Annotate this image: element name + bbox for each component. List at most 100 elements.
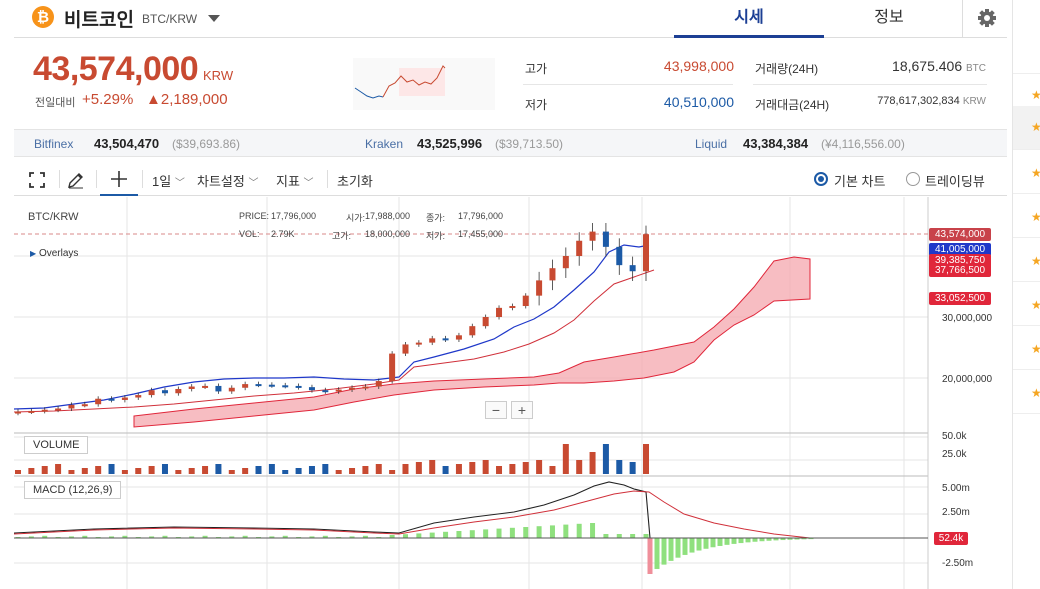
settings-button[interactable] bbox=[962, 0, 1007, 38]
list-item[interactable]: ★ bbox=[1013, 106, 1040, 150]
zoom-in-button[interactable]: + bbox=[511, 401, 533, 419]
candle bbox=[41, 409, 48, 412]
candle bbox=[282, 385, 289, 388]
tab-market[interactable]: 시세 bbox=[674, 0, 824, 38]
star-icon[interactable]: ★ bbox=[1031, 298, 1040, 312]
volume-bar bbox=[108, 464, 115, 474]
star-icon[interactable]: ★ bbox=[1031, 120, 1040, 134]
macd-bar bbox=[675, 538, 681, 558]
candle bbox=[415, 342, 422, 345]
macd-bar bbox=[282, 535, 288, 538]
list-item[interactable]: ★ bbox=[1013, 150, 1040, 194]
volume-bar bbox=[389, 470, 396, 474]
candle bbox=[108, 398, 115, 401]
volume-bar bbox=[268, 464, 275, 474]
price-tag-ma: 41,005,000 bbox=[929, 243, 991, 256]
macd-bar bbox=[456, 531, 462, 538]
macd-bar bbox=[122, 535, 128, 538]
divider bbox=[59, 170, 60, 188]
macd-bar bbox=[773, 538, 779, 541]
candle bbox=[81, 404, 88, 407]
volume-bar bbox=[308, 466, 315, 474]
exchange-prices: Bitfinex 43,504,470 ($39,693.86) Kraken … bbox=[14, 129, 1007, 157]
info-close-label: 종가: bbox=[426, 213, 446, 223]
interval-select[interactable]: 1일 ﹀ bbox=[152, 171, 185, 190]
list-item[interactable]: ★ bbox=[1013, 326, 1040, 370]
candle bbox=[509, 306, 516, 309]
tradingview-radio[interactable] bbox=[906, 172, 920, 186]
candle bbox=[242, 384, 249, 388]
macd-bar bbox=[549, 525, 555, 538]
candle bbox=[322, 390, 329, 393]
tradingview-label[interactable]: 트레이딩뷰 bbox=[925, 174, 985, 189]
star-icon[interactable]: ★ bbox=[1031, 210, 1040, 224]
volume-bar bbox=[429, 460, 436, 474]
macd-bar bbox=[483, 529, 489, 538]
macd-bar bbox=[563, 524, 569, 538]
change-percent: +5.29% bbox=[82, 91, 134, 108]
volume-bar bbox=[295, 468, 302, 474]
pencil-icon[interactable] bbox=[66, 170, 86, 190]
high-value: 43,998,000 bbox=[663, 58, 734, 74]
star-icon[interactable]: ★ bbox=[1031, 386, 1040, 400]
zoom-out-button[interactable]: − bbox=[485, 401, 507, 419]
divider bbox=[327, 170, 328, 188]
candle bbox=[28, 410, 35, 413]
divider bbox=[753, 84, 987, 85]
candle bbox=[469, 326, 476, 336]
star-icon[interactable]: ★ bbox=[1031, 254, 1040, 268]
chevron-down-icon[interactable] bbox=[208, 15, 220, 22]
macd-bar bbox=[523, 527, 529, 538]
basic-chart-radio[interactable] bbox=[814, 172, 828, 186]
star-icon[interactable]: ★ bbox=[1031, 88, 1040, 102]
list-item[interactable]: ★ bbox=[1013, 194, 1040, 238]
price-unit: KRW bbox=[203, 68, 234, 83]
overlays-toggle[interactable]: ▶ Overlays bbox=[30, 248, 78, 259]
candle bbox=[455, 335, 462, 340]
candle bbox=[135, 395, 142, 398]
info-open-label: 시가: bbox=[346, 213, 366, 223]
price-chart[interactable]: BTC/KRW ▶ Overlays PRICE: 17,796,000 시가:… bbox=[14, 197, 1007, 589]
list-item[interactable]: ★ bbox=[1013, 282, 1040, 326]
macd-bar bbox=[643, 534, 649, 538]
macd-bar bbox=[389, 535, 395, 538]
volume-bar bbox=[576, 460, 583, 474]
info-high-value: 18,000,000 bbox=[365, 229, 411, 239]
basic-chart-label[interactable]: 기본 차트 bbox=[834, 174, 886, 189]
macd-bar bbox=[42, 535, 48, 538]
volume-bar bbox=[81, 468, 88, 474]
macd-bar bbox=[469, 530, 475, 538]
macd-bar bbox=[654, 538, 660, 569]
volume-bar bbox=[469, 462, 476, 474]
crosshair-button[interactable] bbox=[100, 162, 138, 196]
tab-info[interactable]: 정보 bbox=[874, 9, 904, 26]
macd-bar bbox=[229, 536, 235, 538]
macd-bar bbox=[28, 536, 34, 538]
macd-axis-tick: -2.50m bbox=[942, 558, 974, 569]
volume-bar bbox=[242, 468, 249, 474]
macd-bar bbox=[616, 534, 622, 538]
info-price-value: 17,796,000 bbox=[271, 211, 317, 221]
volume-unit: BTC bbox=[966, 63, 986, 74]
list-item[interactable]: ★ bbox=[1013, 370, 1040, 414]
candle bbox=[15, 411, 21, 414]
chart-canvas[interactable] bbox=[14, 197, 1007, 589]
list-item[interactable]: ★ bbox=[1013, 238, 1040, 282]
indicators-menu[interactable]: 지표 ﹀ bbox=[276, 171, 314, 190]
list-item[interactable] bbox=[1013, 30, 1040, 74]
macd-bar bbox=[509, 527, 515, 538]
star-icon[interactable]: ★ bbox=[1031, 342, 1040, 356]
macd-bar bbox=[661, 538, 667, 565]
price-tag-band-2: 37,766,500 bbox=[929, 264, 991, 277]
candle bbox=[496, 307, 503, 317]
exchange-usd: ($39,693.86) bbox=[172, 137, 241, 151]
amount-number: 778,617,302,834 bbox=[877, 95, 960, 107]
watchlist-sidebar: ★ ★ ★ ★ ★ ★ ★ ★ bbox=[1012, 0, 1040, 589]
macd-bar bbox=[349, 536, 355, 538]
fullscreen-icon[interactable] bbox=[28, 171, 46, 189]
reset-button[interactable]: 초기화 bbox=[337, 174, 373, 189]
star-icon[interactable]: ★ bbox=[1031, 166, 1040, 180]
signal-line bbox=[14, 490, 811, 539]
chart-settings-menu[interactable]: 차트설정 ﹀ bbox=[197, 171, 258, 190]
volume-label: 거래량(24H) bbox=[755, 62, 819, 76]
